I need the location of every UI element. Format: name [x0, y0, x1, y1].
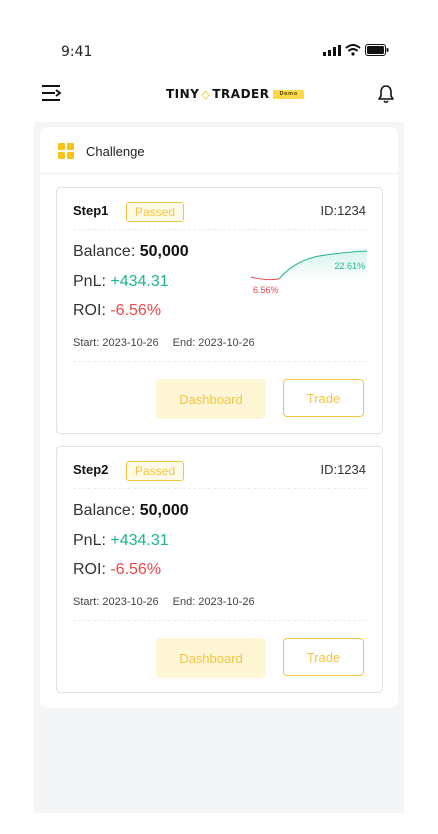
challenge-card: Step2 Passed ID:1234 Balance: 50,000 PnL…	[56, 446, 383, 693]
pnl-value: +434.31	[110, 532, 169, 549]
end-date: End: 2023-10-26	[172, 596, 255, 608]
end-date: End: 2023-10-26	[172, 337, 255, 349]
pnl-row: PnL: +434.31	[73, 273, 169, 291]
logo-text-left: TINY	[166, 87, 200, 101]
roi-row: ROI: -6.56%	[73, 302, 161, 320]
logo-diamond-icon: ◇	[201, 87, 211, 101]
step-name: Step1	[73, 203, 109, 218]
chart-low-label: 6.56%	[253, 285, 279, 295]
account-id: ID:1234	[320, 462, 366, 477]
balance-row: Balance: 50,000	[73, 243, 189, 261]
roi-value: -6.56%	[110, 302, 162, 319]
chart-high-label: 22.61%	[334, 261, 365, 271]
pnl-row: PnL: +434.31	[73, 532, 169, 550]
menu-icon[interactable]	[42, 84, 62, 102]
status-icons	[323, 44, 389, 56]
date-range: Start: 2023-10-26 End: 2023-10-26	[73, 337, 255, 349]
grid-icon	[58, 143, 74, 159]
divider	[73, 361, 366, 362]
app-screen: 9:41 TI	[34, 0, 404, 813]
status-badge: Passed	[126, 461, 185, 481]
dashboard-button[interactable]: Dashboard	[156, 379, 266, 419]
logo-text-right: TRADER	[212, 87, 270, 101]
balance-value: 50,000	[139, 243, 189, 260]
balance-row: Balance: 50,000	[73, 502, 189, 520]
account-id: ID:1234	[320, 203, 366, 218]
roi-label: ROI:	[73, 302, 111, 319]
step-name: Step2	[73, 462, 109, 477]
balance-value: 50,000	[139, 502, 189, 519]
roi-sparkline: 22.61% 6.56%	[250, 250, 367, 295]
dashboard-button[interactable]: Dashboard	[156, 638, 266, 678]
panel-title: Challenge	[86, 144, 145, 159]
roi-label: ROI:	[73, 561, 111, 578]
trade-button[interactable]: Trade	[283, 379, 364, 417]
demo-badge: Demo	[273, 89, 304, 99]
sparkline-area	[279, 251, 367, 279]
challenge-card: Step1 Passed ID:1234 Balance: 50,000 PnL…	[56, 187, 383, 434]
wifi-icon	[345, 44, 361, 56]
sparkline-down-line	[250, 276, 280, 281]
card-header: Step2 Passed ID:1234	[73, 461, 366, 483]
app-logo: TINY ◇ TRADER Demo	[166, 87, 304, 101]
trade-button[interactable]: Trade	[283, 638, 364, 676]
battery-icon	[365, 44, 389, 56]
signal-icon	[323, 44, 341, 56]
divider	[73, 488, 366, 489]
status-badge: Passed	[126, 202, 185, 222]
challenge-panel: Challenge Step1 Passed ID:1234 Balance: …	[40, 127, 398, 708]
panel-header: Challenge	[40, 127, 398, 174]
pnl-value: +434.31	[110, 273, 169, 290]
card-header: Step1 Passed ID:1234	[73, 202, 366, 224]
roi-row: ROI: -6.56%	[73, 561, 161, 579]
sparkline-up-line	[278, 250, 367, 280]
start-date: Start: 2023-10-26	[73, 596, 159, 608]
pnl-label: PnL:	[73, 532, 111, 549]
balance-label: Balance:	[73, 502, 140, 519]
start-date: Start: 2023-10-26	[73, 337, 159, 349]
pnl-label: PnL:	[73, 273, 111, 290]
date-range: Start: 2023-10-26 End: 2023-10-26	[73, 596, 255, 608]
divider	[73, 620, 366, 621]
bell-icon[interactable]	[378, 84, 394, 104]
roi-value: -6.56%	[110, 561, 162, 578]
top-bar: 9:41 TI	[34, 0, 404, 122]
status-time: 9:41	[61, 44, 93, 60]
divider	[73, 229, 366, 230]
balance-label: Balance:	[73, 243, 140, 260]
